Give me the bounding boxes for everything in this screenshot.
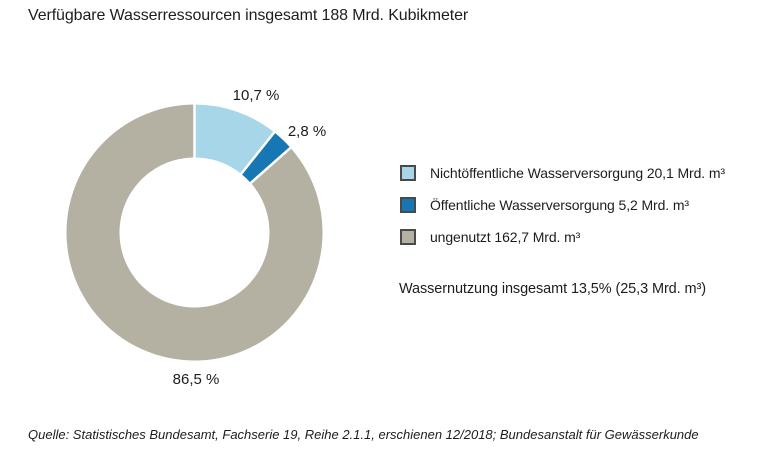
legend-item-oeffentlich: Öffentliche Wasserversorgung 5,2 Mrd. m³ (400, 196, 725, 214)
source-text: Quelle: Statistisches Bundesamt, Fachser… (28, 427, 699, 442)
legend-label-oeffentlich: Öffentliche Wasserversorgung 5,2 Mrd. m³ (430, 197, 689, 213)
slice-percent-label-oeffentlich: 2,8 % (287, 123, 327, 140)
slice-separator (239, 130, 277, 176)
chart-title: Verfügbare Wasserressourcen insgesamt 18… (28, 7, 469, 24)
donut-chart-svg (66, 103, 323, 361)
legend-swatch-nichtoeffentlich (400, 165, 416, 181)
donut-chart (55, 93, 334, 372)
legend: Nichtöffentliche Wasserversorgung 20,1 M… (400, 164, 725, 260)
slice-percent-label-ungenutzt: 86,5 % (172, 371, 220, 388)
legend-swatch-ungenutzt (400, 229, 416, 245)
legend-label-nichtoeffentlich: Nichtöffentliche Wasserversorgung 20,1 M… (430, 165, 725, 181)
legend-label-ungenutzt: ungenutzt 162,7 Mrd. m³ (430, 229, 581, 245)
slice-percent-label-nichtoeffentlich: 10,7 % (232, 87, 280, 104)
summary-text: Wassernutzung insgesamt 13,5% (25,3 Mrd.… (399, 281, 706, 297)
legend-item-ungenutzt: ungenutzt 162,7 Mrd. m³ (400, 228, 725, 246)
legend-item-nichtoeffentlich: Nichtöffentliche Wasserversorgung 20,1 M… (400, 164, 725, 182)
donut-slice-1 (241, 132, 291, 183)
legend-swatch-oeffentlich (400, 197, 416, 213)
slice-separator (248, 145, 293, 185)
donut-slice-2 (66, 104, 323, 361)
